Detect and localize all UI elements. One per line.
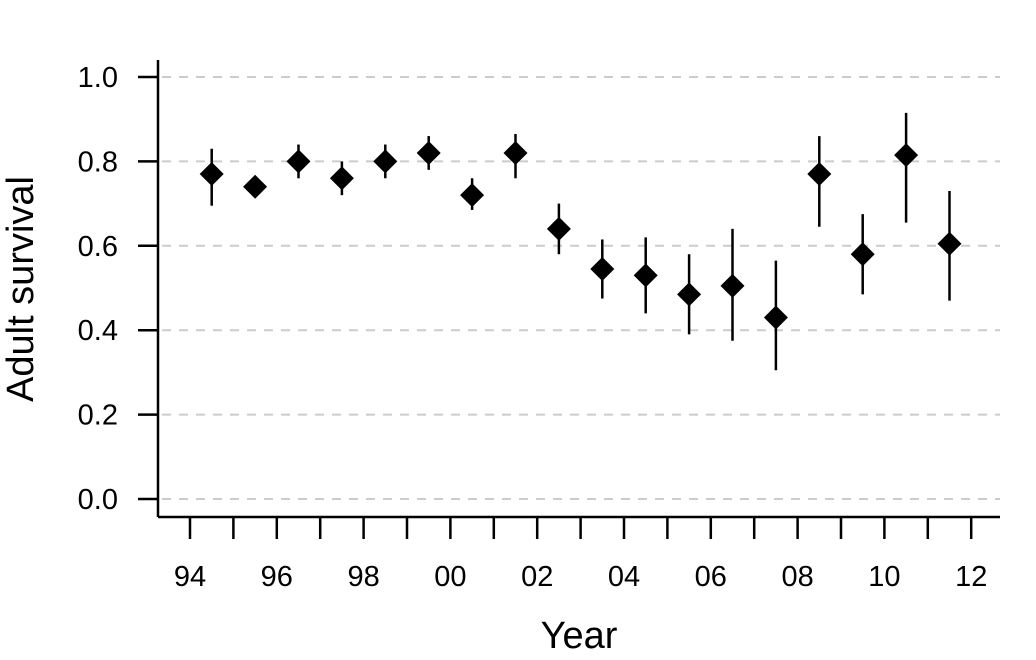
- data-point: [503, 140, 528, 165]
- data-point: [329, 166, 354, 191]
- y-tick-label: 0.2: [78, 400, 118, 432]
- data-point: [720, 273, 745, 298]
- y-tick-label: 1.0: [78, 62, 118, 94]
- x-tick-label: 96: [261, 561, 293, 593]
- data-point: [590, 257, 615, 282]
- y-tick-label: 0.8: [78, 146, 118, 178]
- data-point: [546, 216, 571, 241]
- data-point: [807, 162, 832, 187]
- data-point: [286, 149, 311, 174]
- x-tick-label: 00: [434, 561, 466, 593]
- y-tick-label: 0.6: [78, 231, 118, 263]
- data-point: [199, 162, 224, 187]
- y-tick-label: 0.0: [78, 484, 118, 516]
- x-tick-label: 04: [608, 561, 640, 593]
- x-tick-label: 10: [868, 561, 900, 593]
- data-point: [763, 305, 788, 330]
- x-axis-title: Year: [541, 615, 618, 657]
- y-axis-title: Adult survival: [0, 176, 42, 402]
- x-tick-label: 02: [521, 561, 553, 593]
- data-point: [677, 282, 702, 307]
- data-points: [199, 112, 962, 371]
- data-point: [633, 263, 658, 288]
- y-tick-label: 0.4: [78, 315, 118, 347]
- data-point: [937, 231, 962, 256]
- y-ticks: 0.0 0.2 0.4 0.6 0.8 1.0: [78, 62, 158, 516]
- x-tick-label: 94: [174, 561, 206, 593]
- x-tick-label: 98: [347, 561, 379, 593]
- x-tick-label: 12: [955, 561, 987, 593]
- data-point: [373, 149, 398, 174]
- x-ticks: 94 96 98 00 02 04 06 08 10 12: [174, 517, 987, 593]
- data-point: [243, 174, 268, 199]
- axes: [156, 60, 1000, 519]
- gridlines: [162, 76, 1000, 500]
- x-tick-label: 06: [695, 561, 727, 593]
- data-point: [460, 183, 485, 208]
- data-point: [894, 143, 919, 168]
- data-point: [850, 242, 875, 267]
- x-tick-label: 08: [781, 561, 813, 593]
- data-point: [416, 140, 441, 165]
